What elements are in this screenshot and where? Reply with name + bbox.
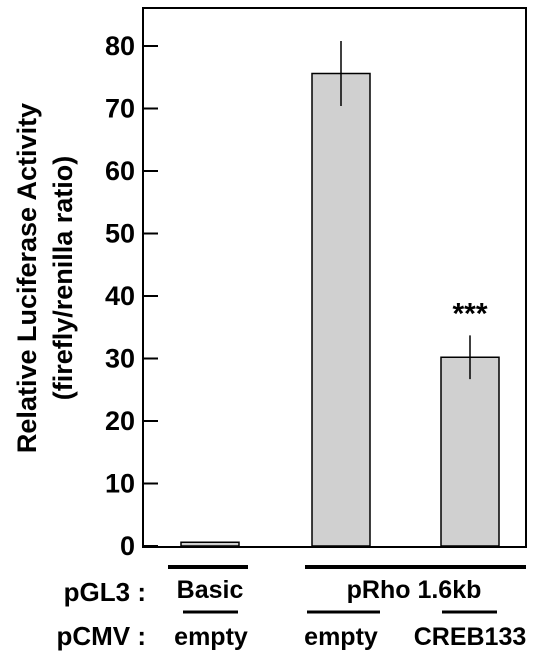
- y-tick-label: 30: [105, 344, 135, 374]
- bars: [180, 41, 500, 547]
- y-tick-label: 80: [105, 31, 135, 61]
- significance-annotation: ***: [452, 297, 487, 330]
- pgl3-row-label: pGL3 :: [64, 577, 146, 607]
- y-tick-label: 50: [105, 219, 135, 249]
- y-tick-label: 40: [105, 281, 135, 311]
- y-axis-ticks: 0 10 20 30 40 50 60 70 80: [105, 31, 158, 561]
- y-tick-label: 60: [105, 156, 135, 186]
- y-axis-label: Relative Luciferase Activity (firefly/re…: [12, 103, 78, 453]
- pgl3-group-prho: pRho 1.6kb: [347, 576, 482, 604]
- bar: [180, 541, 240, 547]
- y-axis-label-line1: Relative Luciferase Activity: [12, 103, 42, 453]
- pcmv-label-1: empty: [174, 623, 248, 651]
- pcmv-row-label: pCMV :: [56, 621, 146, 651]
- y-tick-label: 20: [105, 406, 135, 436]
- bar: [440, 356, 500, 547]
- y-axis-label-line2: (firefly/renilla ratio): [48, 156, 78, 401]
- pcmv-label-2: empty: [304, 623, 378, 651]
- y-tick-label: 10: [105, 469, 135, 499]
- pgl3-group-basic: Basic: [177, 576, 244, 604]
- plot-frame: [142, 7, 527, 548]
- bar: [311, 72, 371, 547]
- y-tick-label: 70: [105, 94, 135, 124]
- pcmv-label-3: CREB133: [414, 623, 527, 651]
- bar-annotations: ***: [452, 297, 487, 330]
- y-tick-label: 0: [120, 531, 135, 561]
